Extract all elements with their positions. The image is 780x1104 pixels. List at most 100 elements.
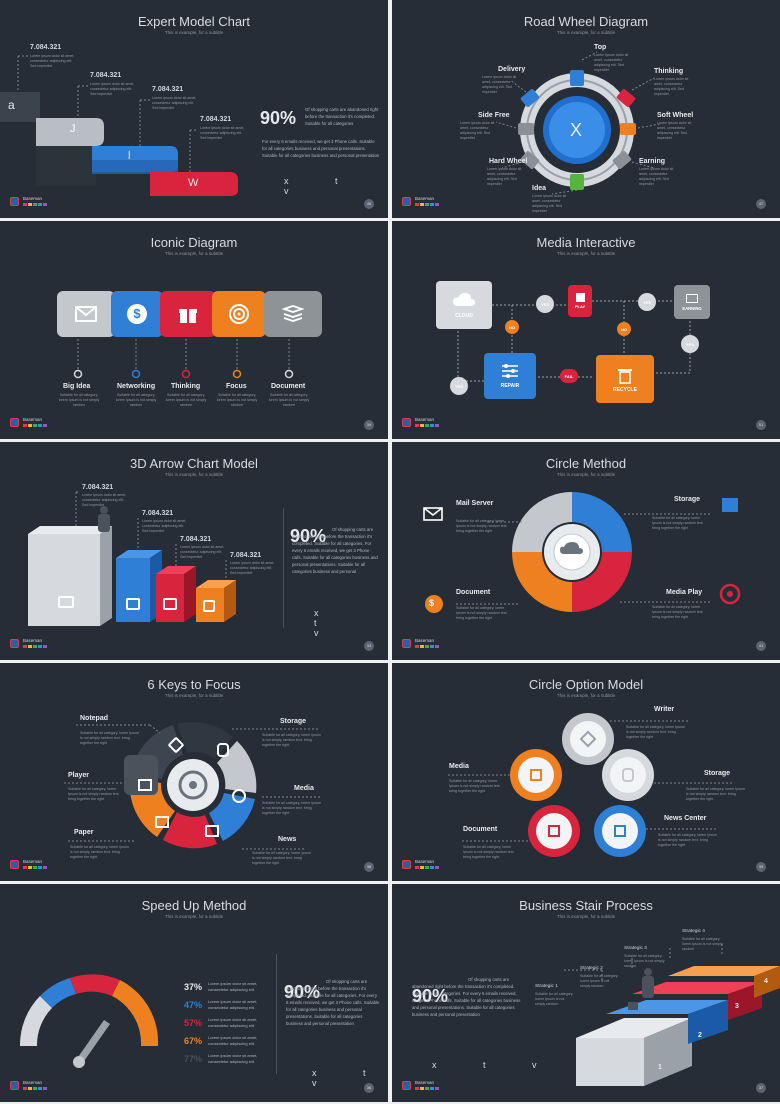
brand-name: Baseman [23,1080,43,1085]
label-desc: Suitable for all category, lorem Ipsum i… [652,516,704,530]
label-desc: Suitable for all category, lorem Ipsum i… [456,519,508,533]
yes-node[interactable]: YES [681,335,699,353]
book-icon [686,293,698,303]
repair-box[interactable]: REPAIR [484,353,536,399]
step-text: Lorem ipsum dolor sit amet, consectetur … [230,561,275,575]
step-number: 7.084.321 [230,552,262,559]
tile-big-idea[interactable] [57,291,115,337]
brand-name: Baseman [23,638,43,643]
circle-option-graphic [448,713,734,857]
step-letter: J [70,123,76,135]
slide-subtitle: This is example, for a subtitle [164,693,224,698]
strategy-desc: Suitable for all category, lorem Ipsum i… [624,954,665,968]
slide-subtitle: This is example, for a subtitle [556,251,616,256]
step-text: Lorem ipsum dolor sit amet, consectetur … [30,54,75,68]
xtv-caption: x t v [312,1068,388,1088]
play-label: PLAY [574,304,586,309]
step-number: 7.084.321 [142,510,174,517]
slide-subtitle: This is example, for a subtitle [556,30,616,35]
layers-icon [58,596,74,608]
brand-name: Baseman [415,638,435,643]
brand-name: Baseman [415,859,435,864]
label-desc: Suitable for all category, lorem Ipsum i… [456,606,508,620]
slide-media-interactive[interactable]: Media Interactive This is example, for a… [392,221,780,439]
brand-logo: Baseman [10,196,50,210]
slide-3d-arrow-chart[interactable]: 3D Arrow Chart Model This is example, fo… [0,442,388,660]
wheel-label-text: Lorem ipsum dolor sit amet, consectetur … [654,77,689,96]
no-node[interactable]: NO [617,322,631,336]
label-desc: Suitable for all category, lorem Ipsum i… [70,845,130,859]
slide-subtitle: This is example, for a subtitle [556,693,616,698]
step-number: 7.084.321 [90,72,122,79]
step-number: 7.084.321 [200,116,232,123]
slide-subtitle: This is example, for a subtitle [164,30,224,35]
slide-title: Expert Model Chart [138,14,250,29]
label-document: Document [456,589,491,596]
earning-box[interactable]: EARNING [674,285,710,319]
brand-logo: Baseman [402,1080,442,1094]
yes-node[interactable]: YES [638,293,656,311]
tile-document[interactable] [264,291,322,337]
brand-name: Baseman [23,417,43,422]
label-media: Media [294,785,314,792]
label-storage: Storage [704,770,731,777]
slide-iconic-diagram[interactable]: Iconic Diagram This is example, for a su… [0,221,388,439]
step-letter: W [188,177,199,189]
slide-expert-model-chart[interactable]: Expert Model Chart This is example, for … [0,0,388,218]
slide-title: Road Wheel Diagram [523,14,649,29]
expert-chart-graphic [0,55,238,196]
fail-node[interactable]: FAIL [560,369,578,383]
label-desc: Suitable for all category, lorem Ipsum i… [658,833,718,847]
cloud-label: CLOUD [455,312,473,319]
tile-focus[interactable] [212,291,266,337]
slide-subtitle: This is example, for a subtitle [164,251,224,256]
wheel-label-text: Lorem ipsum dolor sit amet, consectetur … [532,194,567,213]
page-number: 36 [364,1083,374,1093]
item-label: Thinking [171,383,201,390]
yes-node[interactable]: YES [536,295,554,313]
play-box[interactable]: PLAY [568,285,592,317]
dollar-icon: $ [429,598,435,608]
no-node[interactable]: NO [505,320,519,334]
envelope-icon [75,306,97,322]
tile-networking[interactable]: $ [111,291,163,337]
step-number: 4 [764,978,768,985]
slide-six-keys-to-focus[interactable]: 6 Keys to Focus This is example, for a s… [0,663,388,881]
earning-label: EARNING [682,305,702,311]
slide-title: Business Stair Process [519,898,653,913]
brand-logo: Baseman [402,196,442,210]
recycle-box[interactable]: RECYCLE [596,355,654,403]
strategy-label: Strategic 2 [580,966,603,971]
wheel-label-top: Top [594,44,607,51]
headline-percent: 90% [284,982,321,1002]
wheel-label-thinking: Thinking [654,68,684,75]
slide-business-stair-process[interactable]: Business Stair Process This is example, … [392,884,780,1102]
step-number: 3 [735,1003,739,1010]
slide-title: Media Interactive [536,235,636,250]
slide-circle-option-model[interactable]: Circle Option Model This is example, for… [392,663,780,881]
stairs-graphic [564,944,780,1086]
yes-node[interactable]: YES [450,377,468,395]
row-text: Lorem ipsum dolor sit amet, consectetur … [208,1035,258,1046]
news-icon [205,825,219,837]
gift-icon [179,309,197,323]
wheel-center-label: X [570,120,583,140]
brand-logo: Baseman [10,1080,50,1094]
wheel-label-text: Lorem ipsum dolor sit amet, consectetur … [639,167,674,186]
tile-thinking[interactable] [160,291,216,337]
brand-logo: Baseman [402,417,442,431]
brand-logo: Baseman [10,638,50,652]
slide-road-wheel-diagram[interactable]: Road Wheel Diagram This is example, for … [392,0,780,218]
page-number: 38 [364,862,374,872]
step-text: Lorem ipsum dolor sit amet, consectetur … [82,493,127,507]
paragraph: For every 6 emails received, we get 3 Ph… [262,139,380,158]
item-label: Networking [117,383,156,390]
cloud-box[interactable]: CLOUD [436,281,492,329]
row-text: Lorem ipsum dolor sit amet, consectetur … [208,1053,258,1064]
cloud-icon [453,292,475,306]
wheel-label-text: Lorem ipsum dolor sit amet, consectetur … [482,75,517,94]
target-icon [229,304,249,324]
row-text: Lorem ipsum dolor sit amet, consectetur … [208,999,258,1010]
slide-speed-up-method[interactable]: Speed Up Method This is example, for a s… [0,884,388,1102]
slide-circle-method[interactable]: Circle Method This is example, for a sub… [392,442,780,660]
